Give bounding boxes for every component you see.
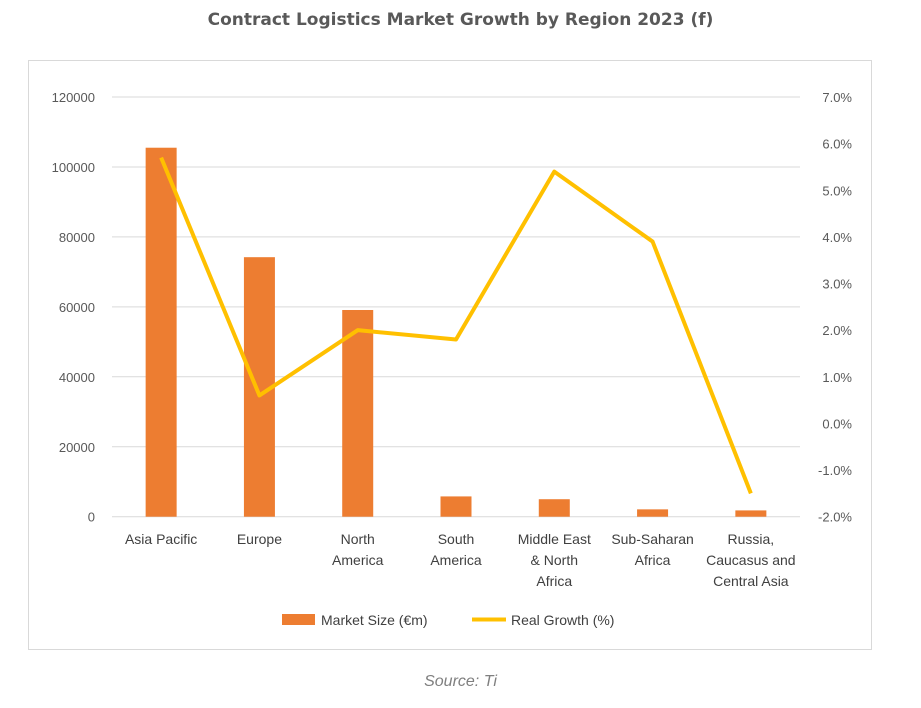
left-tick-label: 40000 <box>59 370 95 385</box>
category-label: & North <box>531 552 578 568</box>
bar-3 <box>440 496 472 517</box>
chart-frame <box>28 60 872 650</box>
category-label: Africa <box>635 552 671 568</box>
left-tick-label: 60000 <box>59 300 95 315</box>
right-tick-label: -1.0% <box>818 463 852 478</box>
right-tick-label: 7.0% <box>822 90 852 105</box>
category-label: America <box>430 552 482 568</box>
category-label: Europe <box>237 531 282 547</box>
right-tick-label: -2.0% <box>818 510 852 525</box>
left-tick-label: 120000 <box>52 90 95 105</box>
category-label: America <box>332 552 384 568</box>
right-tick-label: 6.0% <box>822 137 852 152</box>
legend-bar-label: Market Size (€m) <box>321 612 428 628</box>
bar-0 <box>145 147 177 517</box>
category-label: North <box>341 531 375 547</box>
category-label: Sub-Saharan <box>611 531 694 547</box>
left-tick-label: 100000 <box>52 160 95 175</box>
right-tick-label: 3.0% <box>822 277 852 292</box>
category-label: Asia Pacific <box>125 531 197 547</box>
category-label: Central Asia <box>713 573 789 589</box>
left-tick-label: 20000 <box>59 440 95 455</box>
right-tick-label: 4.0% <box>822 230 852 245</box>
right-tick-label: 5.0% <box>822 183 852 198</box>
category-label: Russia, <box>728 531 775 547</box>
bar-4 <box>538 499 570 517</box>
right-tick-label: 0.0% <box>822 416 852 431</box>
left-tick-label: 0 <box>88 510 95 525</box>
bar-2 <box>342 309 374 517</box>
chart-title: Contract Logistics Market Growth by Regi… <box>207 10 714 30</box>
category-label: Caucasus and <box>706 552 796 568</box>
category-label: Africa <box>536 573 572 589</box>
legend-bar-swatch <box>282 614 315 625</box>
left-tick-label: 80000 <box>59 230 95 245</box>
bar-6 <box>735 510 767 517</box>
category-label: Middle East <box>518 531 591 547</box>
bar-5 <box>637 509 669 517</box>
right-tick-label: 1.0% <box>822 370 852 385</box>
right-tick-label: 2.0% <box>822 323 852 338</box>
source-note: Source: Ti <box>424 673 497 690</box>
category-label: South <box>438 531 475 547</box>
legend-line-label: Real Growth (%) <box>511 612 614 628</box>
